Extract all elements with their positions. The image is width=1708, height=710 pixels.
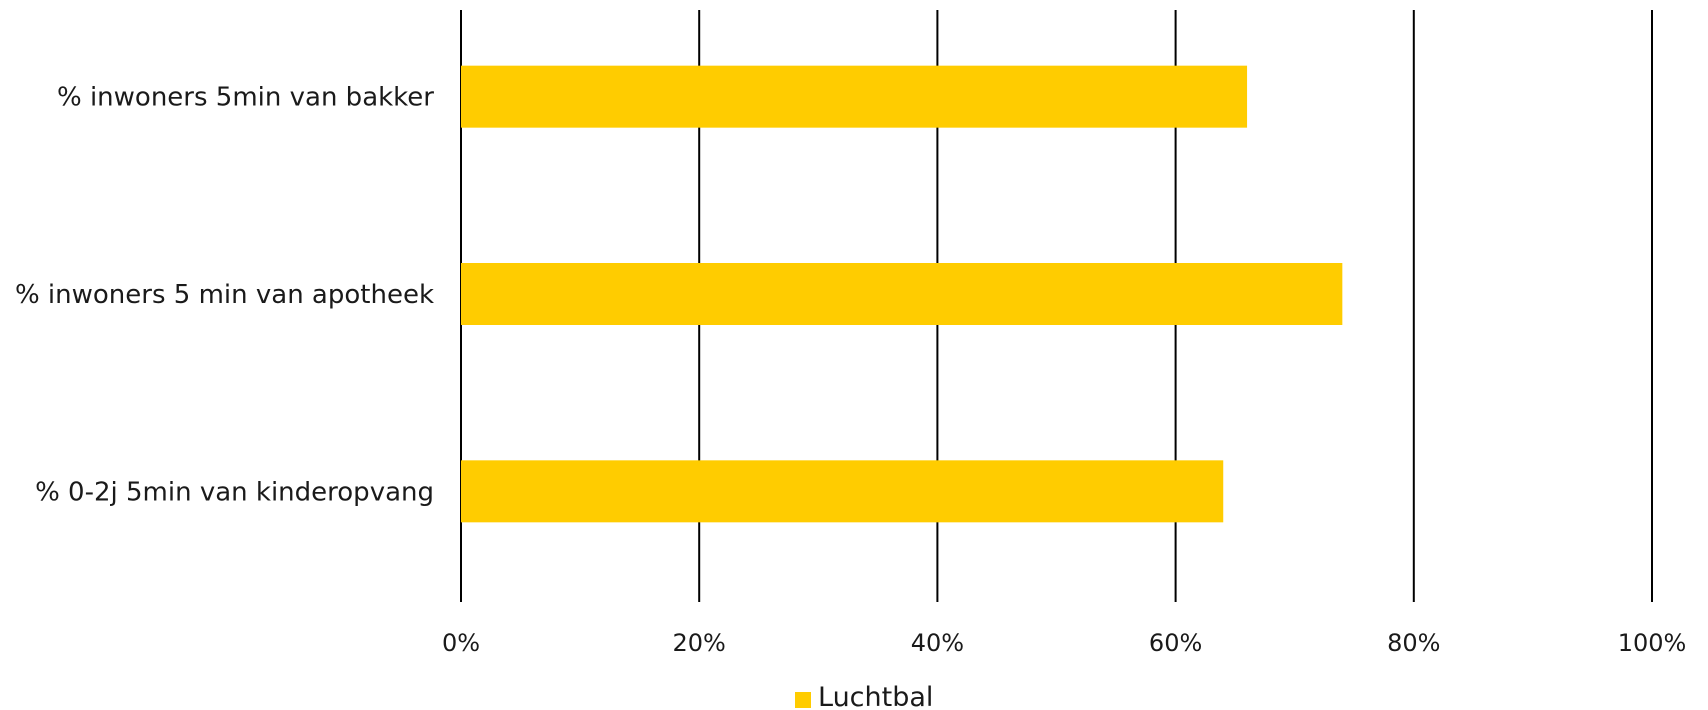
bar (461, 263, 1343, 325)
x-tick-label: 40% (911, 629, 964, 657)
bar (461, 460, 1224, 523)
category-label: % inwoners 5 min van apotheek (15, 280, 434, 310)
bars (461, 65, 1343, 523)
x-tick-label: 80% (1387, 629, 1440, 657)
category-label: % 0-2j 5min van kinderopvang (35, 477, 434, 507)
category-labels: % inwoners 5min van bakker % inwoners 5 m… (15, 83, 434, 508)
x-tick-label: 0% (442, 629, 480, 657)
category-label: % inwoners 5min van bakker (57, 83, 434, 113)
x-tick-label: 100% (1618, 629, 1687, 657)
legend: Luchtbal (795, 682, 933, 710)
legend-swatch (795, 692, 811, 708)
legend-label: Luchtbal (818, 682, 933, 710)
bar (461, 65, 1248, 128)
x-tick-labels: 0% 20% 40% 60% 80% 100% (442, 629, 1686, 657)
x-tick-label: 20% (673, 629, 726, 657)
x-tick-label: 60% (1149, 629, 1202, 657)
